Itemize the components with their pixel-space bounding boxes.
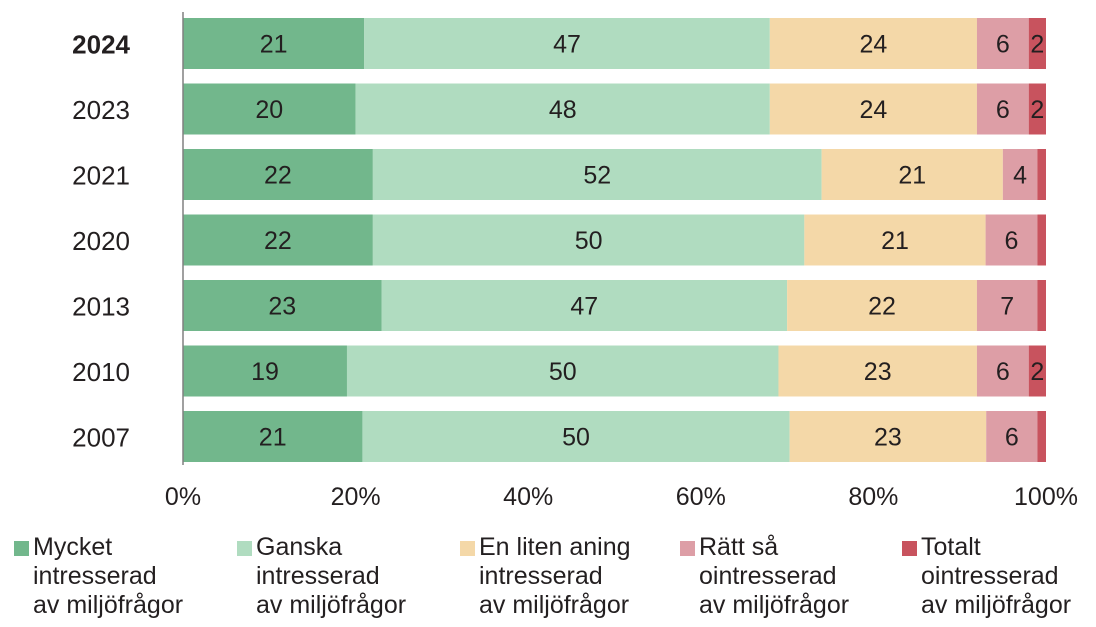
y-tick-label-2010: 2010 (72, 357, 130, 387)
legend-label: Totalt ointresserad av miljöfrågor (921, 533, 1072, 619)
bar-segment-2010-s2 (778, 345, 977, 397)
data-label-2010-s0: 19 (251, 358, 279, 386)
data-label-2020-s3: 6 (1005, 227, 1019, 255)
bar-segment-2013-s4 (1037, 280, 1046, 331)
y-tick-label-2007: 2007 (72, 423, 130, 453)
bar-segment-2023-s1 (355, 83, 770, 135)
data-label-2024-s2: 24 (859, 31, 887, 59)
x-tick-label: 80% (848, 483, 898, 511)
bar-segment-2007-s4 (1037, 411, 1046, 462)
bar-segment-2021-s1 (372, 149, 822, 200)
legend-swatch (902, 541, 917, 556)
bar-segment-2024-s0 (183, 18, 365, 69)
y-tick-label-2020: 2020 (72, 226, 130, 256)
data-label-2024-s0: 21 (260, 31, 288, 59)
data-label-2023-s2: 24 (859, 96, 887, 124)
legend-item: En liten aning intresserad av miljöfrågo… (460, 533, 631, 620)
data-label-2020-s0: 22 (264, 227, 292, 255)
data-label-2024-s1: 47 (553, 31, 581, 59)
bar-segment-2010-s0 (183, 345, 347, 397)
data-label-2013-s3: 7 (1000, 293, 1014, 321)
bar-area: 21 47 24 6 220 48 24 6 222 52 21 422 50 21 623 47 22 719 5… (183, 18, 1046, 462)
bar-segment-2010-s3 (976, 345, 1029, 397)
bar-segment-2023-s3 (976, 83, 1029, 135)
bar-segment-2007-s1 (362, 411, 790, 462)
data-label-2023-s0: 20 (255, 96, 283, 124)
bar-segment-2020-s2 (804, 214, 986, 266)
data-label-2021-s2: 21 (898, 162, 926, 190)
bar-segment-2010-s1 (346, 345, 779, 397)
data-label-2010-s2: 23 (864, 358, 892, 386)
data-label-2024-s3: 6 (996, 31, 1010, 59)
x-tick-label: 100% (1014, 483, 1078, 511)
bar-segment-2024-s4 (1028, 18, 1046, 69)
bar-segment-2024-s1 (364, 18, 770, 69)
data-label-2010-s1: 50 (549, 358, 577, 386)
bar-segment-2020-s1 (372, 214, 805, 266)
y-tick-label-2023: 2023 (72, 95, 130, 125)
data-label-2007-s0: 21 (259, 424, 287, 452)
data-label-2007-s1: 50 (562, 424, 590, 452)
legend-swatch (237, 541, 252, 556)
bar-segment-2013-s0 (183, 280, 382, 331)
data-label-2023-s4: 2 (1030, 96, 1044, 124)
data-label-2020-s2: 21 (881, 227, 909, 255)
bar-segment-2007-s2 (789, 411, 987, 462)
data-label-2023-s1: 48 (549, 96, 577, 124)
data-label-2013-s0: 23 (268, 293, 296, 321)
data-label-2007-s3: 6 (1005, 424, 1019, 452)
data-label-2010-s4: 2 (1030, 358, 1044, 386)
y-axis-labels: 2024 2023 2021 2020 2013 2010 2007 (72, 30, 130, 453)
legend-item: Rätt så ointresserad av miljöfrågor (680, 533, 849, 620)
x-tick-label: 60% (676, 483, 726, 511)
x-tick-label: 0% (165, 483, 201, 511)
legend-item: Mycket intresserad av miljöfrågor (14, 533, 183, 620)
bar-segment-2013-s1 (381, 280, 788, 331)
legend-swatch (14, 541, 29, 556)
bar-segment-2023-s0 (183, 83, 356, 135)
bar-segment-2020-s3 (985, 214, 1038, 266)
data-label-2021-s1: 52 (583, 162, 611, 190)
bar-segment-2013-s2 (787, 280, 977, 331)
bar-segment-2024-s3 (976, 18, 1029, 69)
legend-item: Ganska intresserad av miljöfrågor (237, 533, 406, 620)
legend-label: Mycket intresserad av miljöfrågor (33, 533, 184, 619)
data-label-2013-s2: 22 (868, 293, 896, 321)
stacked-bar-chart: 21 47 24 6 220 48 24 6 222 52 21 422 50 21 623 47 22 719 5… (72, 12, 1078, 511)
bar-segment-2023-s4 (1028, 83, 1046, 135)
legend: Mycket intresserad av miljöfrågor Ganska … (0, 533, 1096, 627)
bar-segment-2007-s3 (986, 411, 1038, 462)
bar-segment-2021-s2 (821, 149, 1003, 200)
data-label-2013-s1: 47 (570, 293, 598, 321)
legend-swatch (680, 541, 695, 556)
bar-segment-2020-s4 (1037, 214, 1046, 266)
bar-segment-2021-s4 (1037, 149, 1046, 200)
data-label-2010-s3: 6 (996, 358, 1010, 386)
x-tick-label: 20% (331, 483, 381, 511)
legend-label: En liten aning intresserad av miljöfrågo… (479, 533, 631, 619)
legend-swatch (460, 541, 475, 556)
data-label-2020-s1: 50 (575, 227, 603, 255)
bar-segment-2007-s0 (183, 411, 363, 462)
y-tick-label-2013: 2013 (72, 292, 130, 322)
data-label-2021-s0: 22 (264, 162, 292, 190)
y-tick-label-2024: 2024 (72, 30, 130, 60)
bar-segment-2013-s3 (976, 280, 1038, 331)
bar-segment-2023-s2 (769, 83, 977, 135)
legend-label: Ganska intresserad av miljöfrågor (256, 533, 407, 619)
legend-item: Totalt ointresserad av miljöfrågor (902, 533, 1071, 620)
bar-segment-2020-s0 (183, 214, 373, 266)
y-tick-label-2021: 2021 (72, 161, 130, 191)
data-label-2024-s4: 2 (1030, 31, 1044, 59)
data-label-2021-s3: 4 (1013, 162, 1027, 190)
bar-segment-2021-s3 (1002, 149, 1038, 200)
bar-segment-2021-s0 (183, 149, 373, 200)
bar-segment-2024-s2 (769, 18, 977, 69)
x-axis-labels: 0% 20% 40% 60% 80% 100% (165, 483, 1078, 511)
x-tick-label: 40% (503, 483, 553, 511)
legend-label: Rätt så ointresserad av miljöfrågor (699, 533, 850, 619)
data-label-2023-s3: 6 (996, 96, 1010, 124)
bar-segment-2010-s4 (1028, 345, 1046, 397)
data-label-2007-s2: 23 (874, 424, 902, 452)
